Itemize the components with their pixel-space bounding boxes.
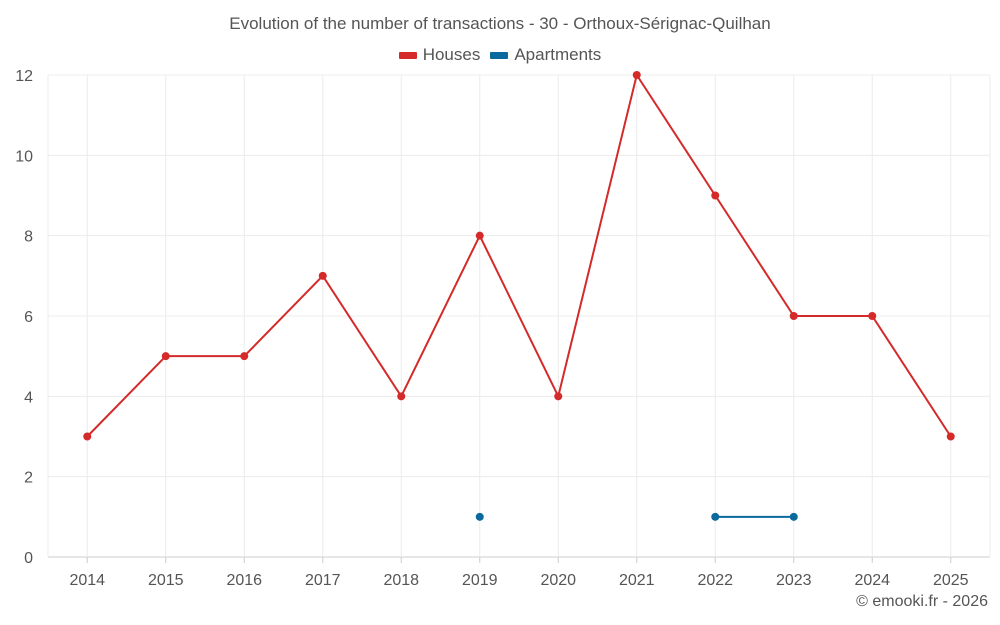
data-point-houses-2024 [868, 312, 877, 320]
chart-title: Evolution of the number of transactions … [229, 14, 771, 33]
y-tick-label-4: 4 [24, 389, 33, 406]
data-point-houses-2016 [240, 352, 249, 361]
data-point-houses-2023 [789, 312, 798, 320]
x-tick-label-2023: 2023 [776, 572, 812, 589]
data-point-houses-2015 [161, 352, 170, 361]
data-point-apartments-2022 [711, 512, 720, 521]
data-point-houses-2018 [397, 392, 406, 401]
y-tick-label-2: 2 [24, 470, 33, 487]
x-tick-label-2016: 2016 [226, 572, 262, 589]
legend-swatch-apartments [490, 51, 509, 59]
x-tick-label-2025: 2025 [933, 572, 969, 589]
x-tick-label-2024: 2024 [854, 572, 890, 589]
x-tick-label-2020: 2020 [540, 572, 576, 589]
x-tick-label-2015: 2015 [148, 572, 184, 589]
legend-label-houses: Houses [422, 45, 481, 64]
series-line-houses-0 [86, 74, 952, 438]
x-tick-label-2014: 2014 [69, 572, 105, 589]
y-tick-label-6: 6 [24, 309, 33, 326]
x-tick-label-2022: 2022 [697, 572, 733, 589]
legend-item-houses[interactable]: Houses [398, 45, 481, 65]
credit-text: © emooki.fr - 2026 [856, 593, 988, 610]
legend: Houses Apartments [0, 45, 1000, 65]
data-point-houses-2020 [554, 392, 563, 401]
x-tick-label-2018: 2018 [383, 572, 419, 589]
data-point-houses-2017 [318, 271, 327, 280]
data-point-houses-2022 [711, 191, 720, 200]
x-tick-label-2019: 2019 [462, 572, 498, 589]
y-tick-label-12: 12 [15, 68, 33, 85]
legend-label-apartments: Apartments [514, 45, 602, 64]
x-tick-label-2017: 2017 [305, 572, 341, 589]
data-point-houses-2021 [632, 71, 641, 79]
data-point-apartments-2023 [789, 512, 798, 521]
y-tick-label-10: 10 [15, 148, 33, 165]
y-tick-label-0: 0 [24, 550, 33, 567]
x-tick-label-2021: 2021 [619, 572, 655, 589]
data-point-houses-2025 [946, 432, 955, 441]
data-point-houses-2014 [83, 432, 92, 441]
data-point-houses-2019 [475, 231, 484, 240]
y-tick-label-8: 8 [24, 229, 33, 246]
data-point-apartments-2019 [475, 512, 484, 521]
legend-swatch-houses [398, 51, 417, 59]
legend-item-apartments[interactable]: Apartments [490, 45, 601, 65]
